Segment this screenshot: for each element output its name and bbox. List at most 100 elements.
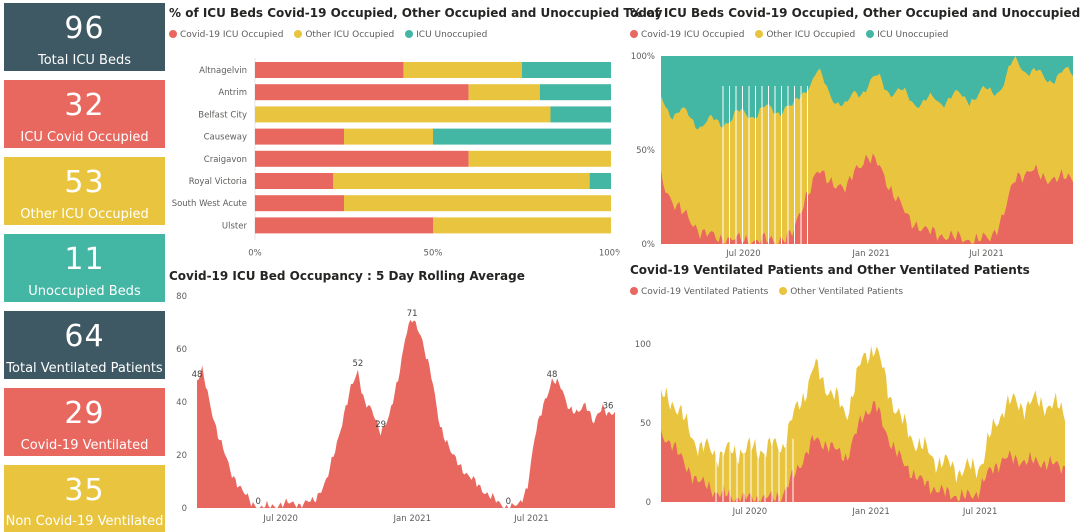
legend-dot-icon	[169, 30, 177, 38]
data-label: 29	[375, 420, 386, 430]
icu-today-bar-chart: Altnagelvin Antrim Belfast City Causeway Cra…	[172, 58, 620, 259]
category-label: Royal Victoria	[189, 177, 247, 187]
legend-label: Other ICU Occupied	[766, 30, 856, 40]
card-covid-ventilated[interactable]: 29 Covid-19 Ventilated	[4, 388, 165, 456]
card-other-icu-occupied[interactable]: 53 Other ICU Occupied	[4, 157, 165, 225]
card-label: ICU Covid Occupied	[20, 130, 149, 145]
legend-dot-icon	[755, 30, 764, 38]
card-label: Total Ventilated Patients	[6, 361, 163, 376]
bar-segment	[589, 173, 611, 189]
legend-item-covid[interactable]: Covid-19 ICU Occupied	[630, 30, 744, 40]
legend-label: Other ICU Occupied	[305, 30, 395, 40]
bar-segment	[255, 195, 344, 212]
x-tick-label: 0%	[248, 249, 262, 259]
legend-label: Covid-19 ICU Occupied	[641, 30, 745, 40]
y-tick-label: 20	[176, 451, 187, 461]
x-tick-label: 50%	[424, 249, 443, 259]
x-tick-label: Jan 2021	[393, 514, 431, 524]
legend-label: ICU Unoccupied	[877, 30, 949, 40]
x-tick-label: 100%	[599, 249, 620, 259]
bar-segment	[403, 62, 522, 78]
category-label: Causeway	[204, 133, 247, 143]
y-tick-label: 0	[182, 504, 187, 514]
data-label: 48	[192, 370, 203, 380]
card-label: Unoccupied Beds	[28, 284, 141, 299]
legend-item-unoccupied[interactable]: ICU Unoccupied	[405, 30, 487, 40]
card-value: 29	[64, 396, 105, 431]
legend-item-other-ventilated[interactable]: Other Ventilated Patients	[779, 287, 903, 297]
bar-segment	[344, 128, 433, 145]
bar-segment	[468, 84, 540, 101]
legend-dot-icon	[405, 30, 414, 38]
rolling-chart-title: Covid-19 ICU Bed Occupancy : 5 Day Rolli…	[169, 269, 525, 283]
bar-segment	[344, 195, 611, 212]
card-total-ventilated-patients[interactable]: 64 Total Ventilated Patients	[4, 311, 165, 379]
bar-segment	[539, 84, 611, 101]
bar-segment	[255, 217, 433, 234]
category-label: Belfast City	[198, 110, 247, 120]
legend-dot-icon	[630, 30, 638, 38]
area-covid-icu-occupied	[661, 153, 1073, 244]
x-tick-label: Jan 2021	[851, 249, 889, 259]
legend-dot-icon	[294, 30, 303, 38]
card-value: 64	[64, 319, 105, 354]
history-chart-title: % of ICU Beds Covid-19 Occupied, Other O…	[630, 6, 1080, 20]
data-label: 52	[352, 359, 363, 369]
legend-item-covid-ventilated[interactable]: Covid-19 Ventilated Patients	[630, 287, 768, 297]
legend-label: Covid-19 ICU Occupied	[180, 30, 284, 40]
vent-chart-legend: Covid-19 Ventilated Patients Other Venti…	[630, 287, 911, 297]
legend-item-covid[interactable]: Covid-19 ICU Occupied	[169, 30, 283, 40]
ventilated-area-chart: 0 50 100 Jul 2020 Jan 2021 Jul 2021	[635, 340, 1065, 517]
data-label: 48	[547, 370, 558, 380]
legend-dot-icon	[630, 287, 638, 295]
legend-item-other[interactable]: Other ICU Occupied	[755, 30, 855, 40]
x-tick-label: Jul 2021	[968, 249, 1004, 259]
bar-segment	[333, 173, 590, 189]
y-tick-label: 100	[635, 340, 651, 350]
area-covid-ventilated	[661, 401, 1065, 502]
card-label: Other ICU Occupied	[20, 207, 149, 222]
icu-history-area-chart: 0% 50% 100% Jul 2020 Jan 2021 Jul 2021	[631, 52, 1073, 259]
x-tick-label: Jul 2020	[725, 249, 761, 259]
card-value: 35	[64, 473, 105, 508]
card-value: 32	[64, 88, 105, 123]
data-label: 36	[603, 402, 614, 412]
card-unoccupied-beds[interactable]: 11 Unoccupied Beds	[4, 234, 165, 302]
y-tick-label: 0%	[642, 240, 656, 250]
card-label: Covid-19 Ventilated	[20, 438, 149, 453]
today-chart-title: % of ICU Beds Covid-19 Occupied, Other O…	[169, 6, 663, 20]
x-tick-label: Jul 2021	[513, 514, 549, 524]
y-tick-label: 80	[176, 292, 187, 302]
y-tick-label: 50	[640, 419, 651, 429]
data-label: 0	[506, 497, 511, 507]
card-value: 96	[64, 11, 105, 46]
card-icu-covid-occupied[interactable]: 32 ICU Covid Occupied	[4, 80, 165, 148]
legend-item-unoccupied[interactable]: ICU Unoccupied	[866, 30, 948, 40]
x-tick-label: Jan 2021	[851, 507, 889, 517]
area-other-icu-occupied	[661, 56, 1073, 244]
category-label: Altnagelvin	[199, 66, 247, 76]
card-label: Non Covid-19 Ventilated	[5, 514, 164, 529]
y-tick-label: 40	[176, 398, 187, 408]
rolling-average-area-chart: 0 20 40 60 80 48 0 52 29 71 0 48 36 Jul 2020 Jan 2021 J…	[176, 292, 615, 524]
legend-label: ICU Unoccupied	[416, 30, 488, 40]
bar-segment	[550, 106, 611, 123]
card-non-covid-ventilated[interactable]: 35 Non Covid-19 Ventilated	[4, 465, 165, 532]
card-total-icu-beds[interactable]: 96 Total ICU Beds	[4, 3, 165, 71]
bar-segment	[255, 150, 469, 167]
legend-label: Other Ventilated Patients	[790, 287, 904, 297]
card-value: 53	[64, 165, 105, 200]
card-value: 11	[64, 242, 105, 277]
area-covid-icu-occupancy	[197, 319, 615, 508]
bar-segment	[255, 128, 344, 145]
x-tick-label: Jul 2021	[962, 507, 998, 517]
today-chart-legend: Covid-19 ICU Occupied Other ICU Occupied…	[169, 30, 495, 40]
bar-segment	[255, 173, 334, 189]
legend-item-other[interactable]: Other ICU Occupied	[294, 30, 394, 40]
bar-segment	[433, 128, 611, 145]
legend-label: Covid-19 Ventilated Patients	[641, 287, 769, 297]
category-label: South West Acute	[172, 199, 247, 209]
y-tick-label: 100%	[631, 52, 655, 62]
legend-dot-icon	[779, 287, 788, 295]
bar-segment	[433, 217, 611, 234]
